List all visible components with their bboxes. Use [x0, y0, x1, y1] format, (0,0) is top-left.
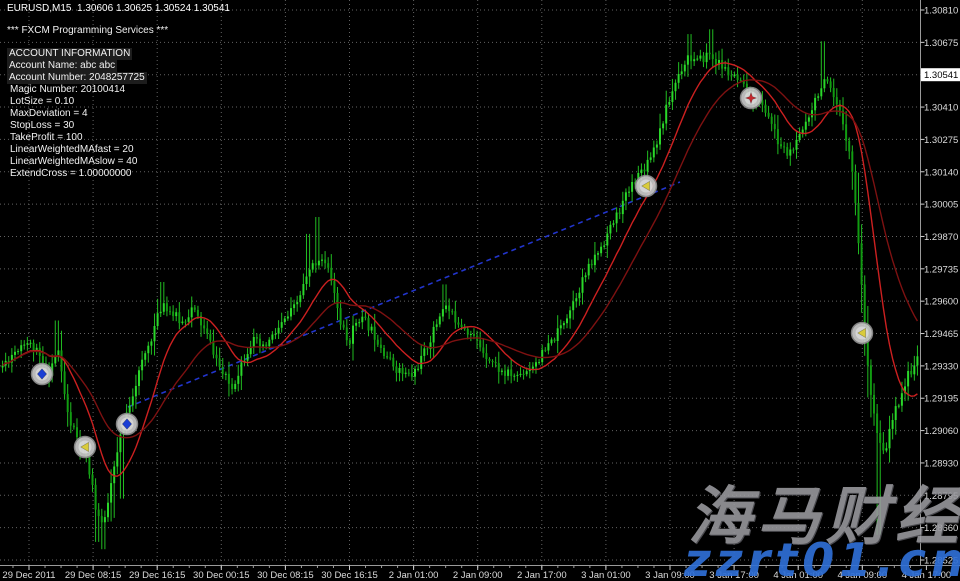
trade-marker[interactable]	[73, 435, 97, 459]
watermark-url-text: zzrt01.cn	[684, 533, 960, 581]
magic-number-line: Magic Number: 20100414	[10, 84, 126, 95]
time-tick-label: 29 Dec 16:15	[129, 570, 186, 581]
time-tick-label: 29 Dec 08:15	[65, 570, 122, 581]
time-tick-label: 4 Jan 17:00	[902, 570, 952, 581]
price-tick-label: 1.30410	[924, 103, 958, 114]
ma-line-40	[2, 79, 919, 439]
trade-marker[interactable]	[30, 362, 54, 386]
time-axis[interactable]: 29 Dec 2011 29 Dec 08:15 29 Dec 16:15 30 De…	[2, 565, 952, 581]
account-name-line: Account Name: abc abc	[7, 60, 118, 72]
time-tick-label: 2 Jan 17:00	[517, 570, 567, 581]
time-tick-label: 2 Jan 01:00	[389, 570, 439, 581]
price-tick-label: 1.29195	[924, 394, 958, 405]
price-tick-label: 1.29465	[924, 329, 958, 340]
price-tick-label: 1.29735	[924, 264, 958, 275]
time-tick-label: 4 Jan 09:00	[837, 570, 887, 581]
current-price-box	[921, 68, 960, 82]
lwma-slow-line: LinearWeightedMAslow = 40	[10, 156, 138, 167]
grid-lines	[0, 0, 927, 565]
spacer	[7, 37, 230, 48]
watermark-chinese-text: 海马财经	[688, 480, 960, 553]
price-tick-label: 1.28795	[924, 491, 958, 502]
ma-line-20	[2, 62, 918, 477]
time-tick-label: 2 Jan 09:00	[453, 570, 503, 581]
lot-size-line: LotSize = 0.10	[10, 96, 75, 107]
price-tick-label: 1.29330	[924, 361, 958, 372]
ea-comment-overlay: EURUSD,M15 1.30606 1.30625 1.30524 1.305…	[7, 3, 230, 180]
account-info-heading: ACCOUNT INFORMATION	[7, 48, 133, 60]
symbol-quote-line: EURUSD,M15 1.30606 1.30625 1.30524 1.305…	[7, 3, 230, 14]
time-tick-label: 29 Dec 2011	[2, 570, 55, 581]
price-tick-label: 1.28525	[924, 556, 958, 567]
price-tick-label: 1.30275	[924, 135, 958, 146]
lwma-fast-line: LinearWeightedMAfast = 20	[10, 144, 134, 155]
account-number-line: Account Number: 2048257725	[7, 72, 147, 84]
price-tick-label: 1.29870	[924, 232, 958, 243]
take-profit-line: TakeProfit = 100	[10, 132, 83, 143]
trade-marker[interactable]	[115, 412, 139, 436]
price-tick-label: 1.28660	[924, 523, 958, 534]
time-tick-label: 3 Jan 01:00	[581, 570, 631, 581]
price-tick-label: 1.30005	[924, 200, 958, 211]
trade-marker[interactable]	[739, 86, 763, 110]
extend-cross-line: ExtendCross = 1.00000000	[10, 168, 132, 179]
max-deviation-line: MaxDeviation = 4	[10, 108, 88, 119]
price-tick-label: 1.30140	[924, 167, 958, 178]
price-tick-label: 1.29600	[924, 297, 958, 308]
stop-loss-line: StopLoss = 30	[10, 120, 75, 131]
time-tick-label: 3 Jan 09:00	[645, 570, 695, 581]
current-price-label: 1.30541	[924, 70, 958, 81]
time-tick-label: 30 Dec 08:15	[257, 570, 314, 581]
time-tick-label: 30 Dec 00:15	[193, 570, 250, 581]
price-tick-label: 1.30675	[924, 38, 958, 49]
trade-marker[interactable]	[634, 174, 658, 198]
price-tick-label: 1.30810	[924, 6, 958, 17]
trade-marker[interactable]	[850, 321, 874, 345]
time-tick-label: 4 Jan 01:00	[773, 570, 823, 581]
price-tick-label: 1.29060	[924, 426, 958, 437]
price-tick-label: 1.28930	[924, 458, 958, 469]
ea-title-line: *** FXCM Programming Services ***	[7, 25, 169, 36]
price-axis[interactable]: 1.30810 1.30675 1.30541 1.30410 1.30275 1.301…	[920, 6, 960, 567]
time-tick-label: 30 Dec 16:15	[321, 570, 378, 581]
time-tick-label: 3 Jan 17:00	[709, 570, 759, 581]
